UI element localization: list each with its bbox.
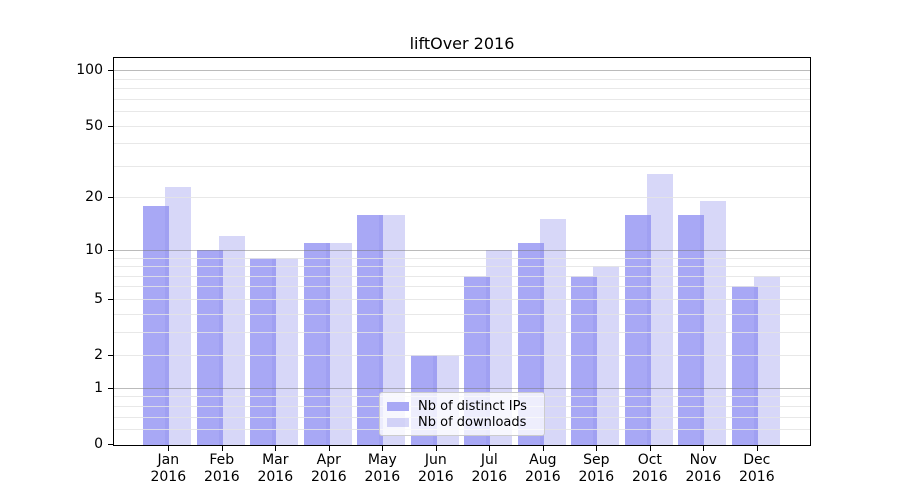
minor-gridline — [114, 98, 810, 100]
y-tick-mark — [108, 125, 113, 127]
x-tick-mark — [168, 446, 170, 451]
x-tick-label: Sep 2016 — [578, 452, 615, 485]
y-tick-mark — [108, 197, 113, 199]
x-tick-mark — [435, 446, 437, 451]
bar-downloads — [700, 201, 727, 445]
gridlines-layer — [114, 58, 810, 445]
x-tick-mark — [703, 446, 705, 451]
legend-row: Nb of distinct IPs — [387, 398, 536, 414]
legend: Nb of distinct IPs Nb of downloads — [379, 392, 545, 436]
x-tick-mark — [489, 446, 491, 451]
bar-distinct-ips — [731, 286, 758, 445]
y-tick-label: 5 — [94, 290, 103, 307]
bar-downloads — [218, 236, 245, 445]
minor-gridline — [114, 331, 810, 333]
x-tick-mark — [275, 446, 277, 451]
legend-label: Nb of downloads — [418, 414, 527, 430]
y-tick-label: 50 — [85, 117, 103, 134]
minor-gridline — [114, 355, 810, 356]
bar-downloads — [165, 186, 192, 445]
y-tick-mark — [108, 444, 113, 445]
x-tick-label: Mar 2016 — [257, 452, 294, 485]
y-tick-label: 0 — [94, 436, 103, 452]
major-gridline — [114, 249, 810, 251]
y-tick-mark — [108, 298, 113, 300]
legend-swatch — [387, 417, 409, 427]
y-tick-label: 20 — [85, 189, 103, 206]
y-tick-mark — [108, 355, 113, 356]
minor-gridline — [114, 197, 810, 199]
minor-gridline — [114, 313, 810, 315]
y-tick-label: 2 — [94, 347, 103, 363]
minor-gridline — [114, 125, 810, 127]
y-tick-mark — [108, 249, 113, 251]
y-tick-label: 100 — [76, 62, 103, 79]
minor-gridline — [114, 275, 810, 277]
x-tick-label: Oct 2016 — [631, 452, 668, 485]
x-tick-label: Jan 2016 — [150, 452, 187, 485]
legend-row: Nb of downloads — [387, 414, 536, 430]
x-tick-label: Nov 2016 — [685, 452, 722, 485]
chart-title: liftOver 2016 — [409, 34, 515, 53]
x-tick-label: Jul 2016 — [471, 452, 508, 485]
minor-gridline — [114, 111, 810, 112]
x-tick-label: Dec 2016 — [738, 452, 775, 485]
y-tick-mark — [108, 387, 113, 389]
y-tick-label: 10 — [85, 241, 103, 258]
x-tick-label: May 2016 — [364, 452, 401, 485]
x-tick-mark — [649, 446, 651, 451]
legend-swatch — [387, 401, 409, 411]
plot-area — [113, 57, 811, 446]
x-tick-label: Aug 2016 — [524, 452, 561, 485]
x-tick-mark — [756, 446, 758, 451]
minor-gridline — [114, 266, 810, 267]
x-tick-mark — [328, 446, 330, 451]
x-tick-mark — [542, 446, 544, 451]
minor-gridline — [114, 298, 810, 300]
bar-distinct-ips — [143, 205, 170, 445]
minor-gridline — [114, 78, 810, 80]
bar-downloads — [646, 174, 673, 445]
x-tick-label: Feb 2016 — [203, 452, 240, 485]
minor-gridline — [114, 165, 810, 167]
minor-gridline — [114, 286, 810, 288]
major-gridline — [114, 70, 810, 72]
minor-gridline — [114, 257, 810, 259]
y-tick-mark — [108, 70, 113, 72]
x-tick-mark — [221, 446, 223, 451]
minor-gridline — [114, 88, 810, 89]
y-tick-label: 1 — [94, 379, 103, 396]
bar-downloads — [272, 257, 299, 445]
x-tick-mark — [596, 446, 598, 451]
x-tick-label: Jun 2016 — [417, 452, 454, 485]
minor-gridline — [114, 143, 810, 145]
bar-distinct-ips — [250, 257, 277, 445]
major-gridline — [114, 387, 810, 389]
x-tick-label: Apr 2016 — [310, 452, 347, 485]
legend-label: Nb of distinct IPs — [418, 398, 527, 414]
bar-distinct-ips — [196, 249, 223, 445]
x-tick-mark — [382, 446, 384, 451]
